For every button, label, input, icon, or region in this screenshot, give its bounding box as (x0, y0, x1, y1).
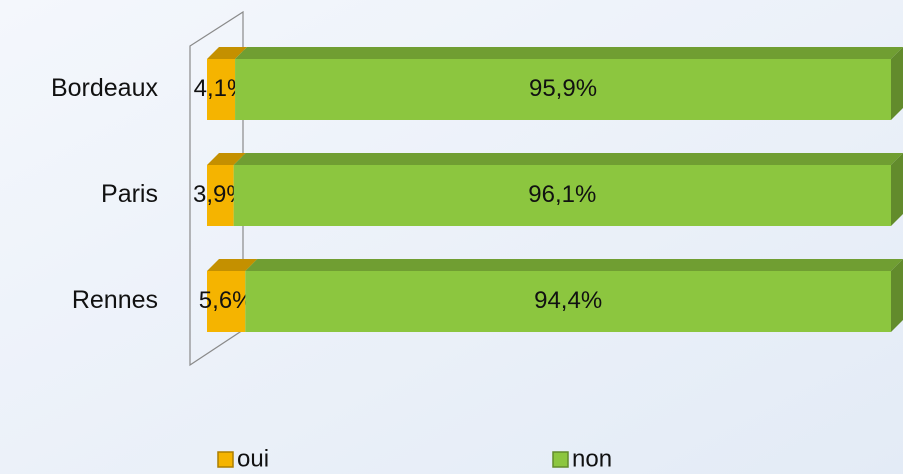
bar (207, 271, 246, 332)
bar-top (207, 259, 258, 271)
bar-side (891, 153, 903, 226)
bar (235, 59, 891, 120)
legend-swatch (217, 451, 234, 468)
bar-top (245, 259, 903, 271)
bar-top (207, 47, 248, 59)
bar-side (891, 47, 903, 120)
legend-swatch (552, 451, 569, 468)
value-label: 94,4% (534, 287, 602, 314)
bar (233, 165, 891, 226)
legend-label: non (572, 445, 612, 472)
bar-top (207, 153, 246, 165)
category-label: Rennes (72, 286, 158, 314)
bar (207, 165, 234, 226)
value-label: 96,1% (528, 181, 596, 208)
bar (245, 271, 891, 332)
bar-top (233, 153, 903, 165)
category-label: Paris (101, 180, 158, 208)
value-label: 5,6% (199, 287, 254, 314)
legend-label: oui (237, 445, 269, 472)
value-label: 95,9% (529, 75, 597, 102)
bar-top (235, 47, 903, 59)
bar (207, 59, 236, 120)
bar-side (891, 259, 903, 332)
category-label: Bordeaux (51, 74, 159, 102)
